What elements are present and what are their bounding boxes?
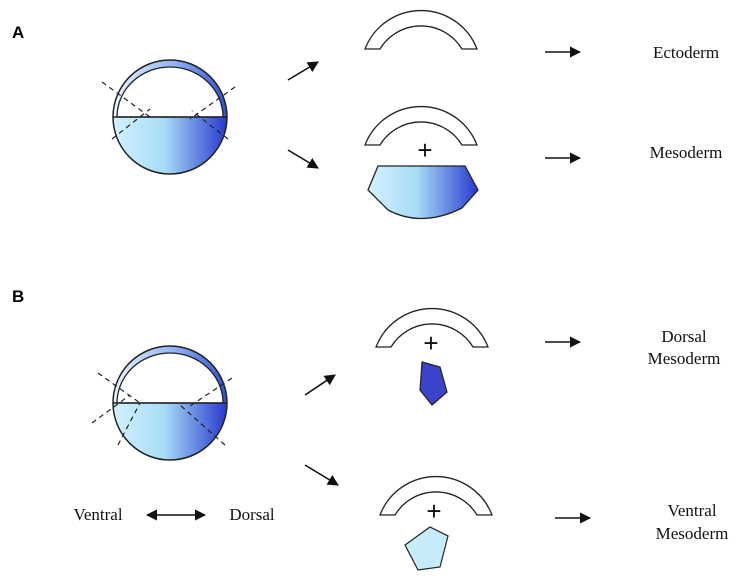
arrow: [305, 375, 335, 395]
outcome-label: Mesoderm: [650, 143, 723, 162]
outcome-label: Ventral: [667, 501, 716, 520]
plus: +: [426, 496, 441, 526]
panel-label: B: [12, 287, 24, 306]
dorsal-explant: [420, 362, 447, 405]
panel-label: A: [12, 23, 24, 42]
embryo: [102, 60, 235, 174]
arrow: [288, 150, 318, 168]
arrow: [288, 62, 318, 80]
animal-cap: [365, 11, 477, 49]
outcome-label: Mesoderm: [656, 524, 729, 543]
outcome-label: Ectoderm: [653, 43, 719, 62]
ventral-explant: [405, 527, 448, 570]
diagram: A + Ectoderm Mesoderm B + + Dorsal Mesod…: [0, 0, 739, 579]
axis-label: Ventral: [73, 505, 122, 524]
page: {"panels": [ {"label": "A", "outcomes": …: [0, 0, 739, 579]
arrow: [305, 465, 338, 485]
mesoderm-explant: [368, 166, 478, 219]
plus: +: [423, 328, 438, 358]
outcome-label: Mesoderm: [648, 349, 721, 368]
axis-label: Dorsal: [229, 505, 275, 524]
outcome-label: Dorsal: [661, 327, 707, 346]
plus: +: [417, 135, 432, 165]
embryo: [92, 346, 232, 460]
